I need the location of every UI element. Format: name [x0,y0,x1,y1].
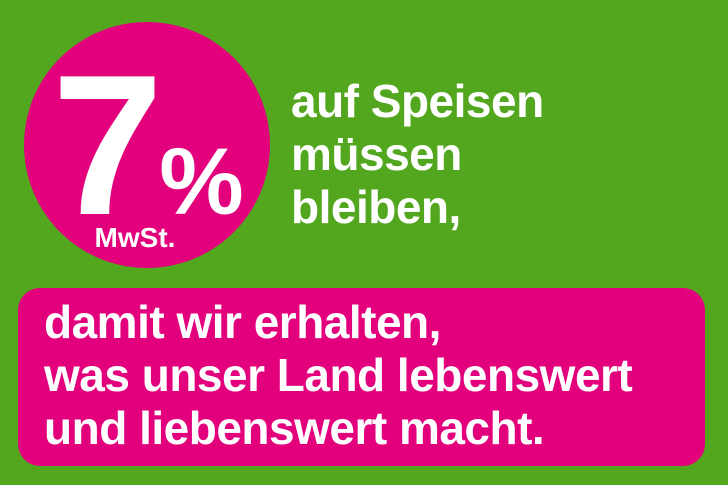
headline-line-1: auf Speisen [291,75,544,127]
vat-badge-circle: 7 % MwSt. [24,22,270,268]
headline-line-2: müssen [291,128,462,180]
banner-line-2: was unser Land lebenswert [44,349,633,401]
headline-line-3: bleiben, [291,181,461,233]
banner-line-3: und liebenswert macht. [44,402,545,454]
percent-sign: % [159,129,244,235]
headline: auf Speisen müssen bleiben, [291,75,544,234]
vat-rate-row: 7 % [52,46,244,246]
vat-caption: MwSt. [94,222,176,253]
vat-rate-number: 7 [52,34,163,257]
banner-line-1: damit wir erhalten, [44,296,441,348]
bottom-banner: damit wir erhalten, was unser Land leben… [18,288,705,466]
